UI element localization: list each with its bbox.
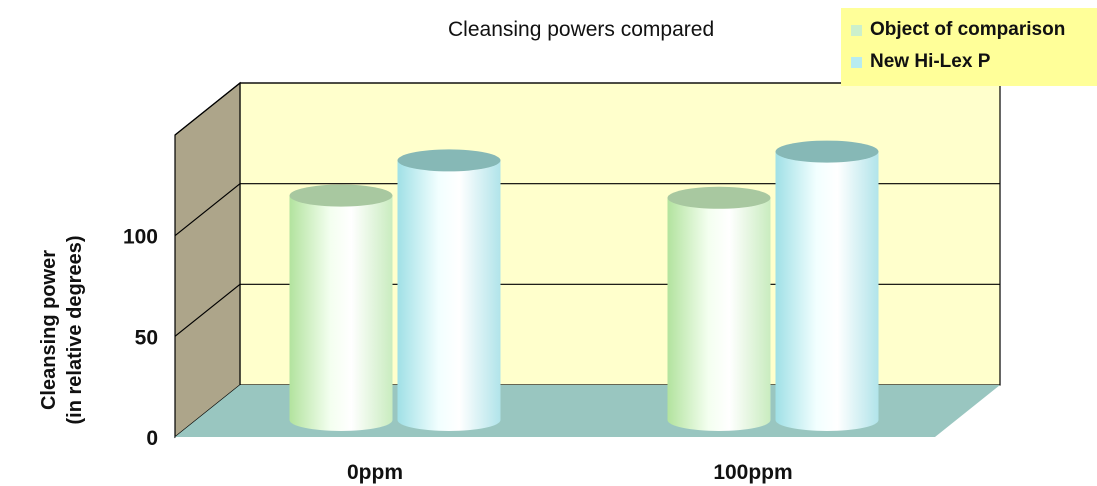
side-wall [174,81,241,439]
legend-label: New Hi-Lex P [870,51,991,72]
legend: Object of comparison New Hi-Lex P [841,8,1097,86]
chart-title: Cleansing powers compared [448,18,715,41]
x-tick-label: 0ppm [347,461,403,484]
y-axis-title-line-1: Cleansing power [38,249,60,411]
bar [775,140,879,432]
legend-swatch [851,56,862,68]
legend-label: Object of comparison [870,19,1066,40]
bar [667,186,771,432]
legend-swatch [851,24,862,36]
y-axis-title-line-2: (in relative degrees) [64,235,86,425]
legend-item-object-of-comparison: Object of comparison [851,16,1065,44]
y-tick-label: 0 [146,427,158,450]
bar [289,184,393,432]
bar [397,149,501,432]
y-tick-label: 100 [123,226,158,249]
y-tick-label: 50 [135,326,158,349]
y-axis-title: Cleansing power (in relative degrees) [36,200,88,460]
legend-item-new-hi-lex-p: New Hi-Lex P [851,48,990,76]
x-tick-label: 100ppm [713,461,792,484]
